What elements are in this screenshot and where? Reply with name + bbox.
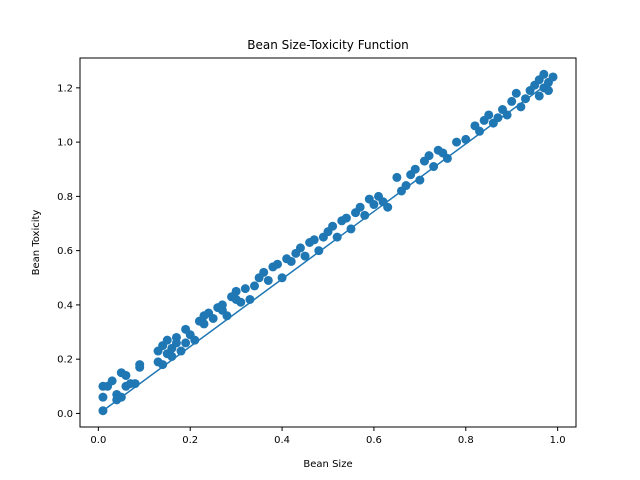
- y-tick-label: 0.8: [57, 192, 73, 203]
- data-point: [415, 175, 425, 185]
- x-tick-label: 0.4: [274, 435, 290, 446]
- data-point: [410, 164, 420, 174]
- x-tick-label: 0.8: [458, 435, 474, 446]
- data-point: [369, 200, 379, 210]
- data-point: [534, 91, 544, 101]
- y-tick-label: 0.2: [57, 355, 73, 366]
- data-point: [442, 153, 452, 163]
- data-point: [107, 376, 117, 386]
- data-point: [484, 110, 494, 120]
- data-point: [332, 232, 342, 242]
- chart-title: Bean Size-Toxicity Function: [247, 38, 409, 52]
- data-point: [259, 267, 269, 277]
- data-point: [277, 273, 287, 283]
- data-point: [300, 251, 310, 261]
- data-point: [181, 338, 191, 348]
- data-point: [314, 246, 324, 256]
- data-point: [98, 406, 108, 416]
- data-point: [493, 113, 503, 123]
- data-point: [171, 338, 181, 348]
- data-point: [341, 213, 351, 223]
- data-point: [272, 259, 282, 269]
- data-point: [309, 235, 319, 245]
- data-point: [328, 221, 338, 231]
- data-point: [383, 202, 393, 212]
- data-point: [429, 162, 439, 172]
- data-point: [121, 370, 131, 380]
- data-point: [162, 335, 172, 345]
- data-point: [263, 275, 273, 285]
- axes-frame: [79, 57, 577, 428]
- data-point: [392, 172, 402, 182]
- data-point: [98, 392, 108, 402]
- data-point: [543, 86, 553, 96]
- data-point: [502, 110, 512, 120]
- data-point: [199, 319, 209, 329]
- x-tick-label: 0.0: [90, 435, 106, 446]
- x-tick-label: 1.0: [550, 435, 566, 446]
- data-point: [475, 126, 485, 136]
- y-tick-label: 0.0: [57, 409, 73, 420]
- data-point: [158, 360, 168, 370]
- data-point: [116, 392, 126, 402]
- data-point: [222, 311, 232, 321]
- data-point: [424, 151, 434, 161]
- data-point: [295, 243, 305, 253]
- data-point: [511, 88, 521, 98]
- data-point: [176, 346, 186, 356]
- data-point: [539, 69, 549, 79]
- data-point: [250, 281, 260, 291]
- data-point: [548, 72, 558, 82]
- data-point: [286, 256, 296, 266]
- data-point: [516, 102, 526, 112]
- data-point: [245, 294, 255, 304]
- x-tick-label: 0.2: [182, 435, 198, 446]
- x-tick-label: 0.6: [366, 435, 382, 446]
- y-tick-label: 0.6: [57, 246, 73, 257]
- data-point: [401, 181, 411, 191]
- data-point: [236, 297, 246, 307]
- data-point: [520, 94, 530, 104]
- data-point: [167, 351, 177, 361]
- data-points-layer: [98, 69, 558, 416]
- y-tick-label: 1.0: [57, 138, 73, 149]
- data-point: [231, 286, 241, 296]
- data-point: [360, 210, 370, 220]
- data-point: [217, 300, 227, 310]
- data-point: [355, 202, 365, 212]
- x-axis-title: Bean Size: [303, 459, 352, 470]
- data-point: [190, 335, 200, 345]
- data-point: [130, 379, 140, 389]
- y-tick-label: 0.4: [57, 300, 73, 311]
- y-tick-label: 1.2: [57, 83, 73, 94]
- x-axis-ticks: 0.0 0.2 0.4 0.6 0.8 1.0: [90, 427, 566, 446]
- data-point: [507, 96, 517, 106]
- data-point: [346, 224, 356, 234]
- data-point: [240, 284, 250, 294]
- data-point: [461, 134, 471, 144]
- y-axis-ticks: 0.0 0.2 0.4 0.6 0.8 1.0 1.2: [57, 83, 80, 420]
- data-point: [208, 313, 218, 323]
- plot-area: 0.0 0.2 0.4 0.6 0.8 1.0 0.0 0.2 0.4 0.6 0.8 1.0 1.2: [57, 69, 566, 446]
- data-point: [135, 360, 145, 370]
- data-point: [452, 137, 462, 147]
- y-axis-title: Bean Toxicity: [31, 210, 42, 276]
